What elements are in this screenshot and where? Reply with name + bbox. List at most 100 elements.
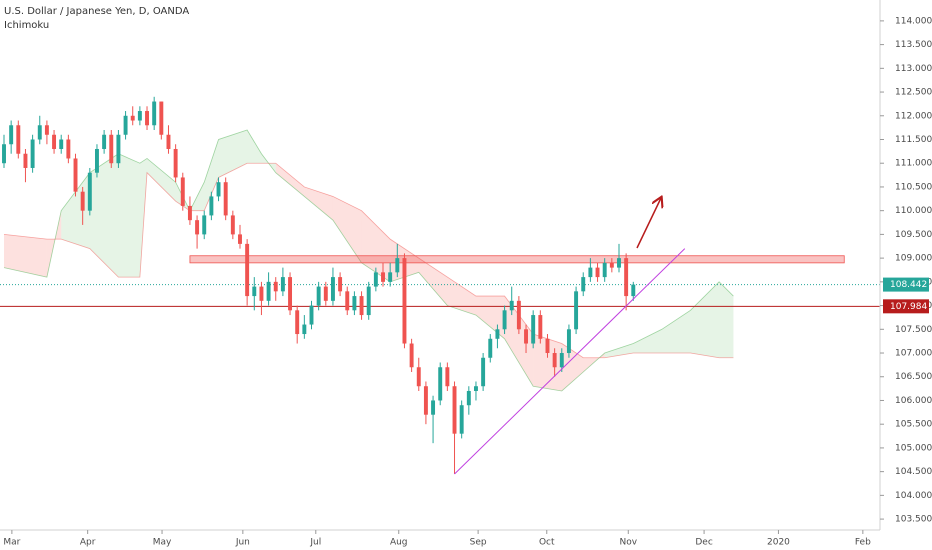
cloud-span: [3, 129, 734, 392]
y-tick-label: 107.000: [895, 349, 932, 359]
candle-body: [609, 262, 614, 268]
y-tick-label: 112.500: [895, 88, 932, 98]
cloud-fill: [504, 296, 534, 387]
y-tick-label: 109.000: [895, 254, 932, 264]
x-tick-label: Sep: [470, 538, 487, 548]
candle-body: [381, 272, 385, 282]
candle-body: [359, 296, 364, 316]
candle-body: [388, 272, 393, 282]
candle-body: [345, 291, 350, 311]
candle-body: [202, 215, 207, 235]
candle-body: [44, 125, 49, 135]
y-tick-label: 104.000: [895, 491, 932, 501]
cloud-fill: [147, 158, 176, 202]
candle-body: [195, 220, 200, 235]
candle-body: [302, 324, 307, 335]
y-tick-label: 109.500: [895, 230, 932, 240]
candle-body: [37, 125, 42, 140]
candle-body: [516, 300, 521, 330]
candle-body: [109, 134, 114, 164]
y-tick-label: 110.000: [895, 206, 932, 216]
candle-body: [73, 158, 78, 192]
candle-body: [245, 243, 250, 297]
cloud-fill: [118, 153, 140, 278]
x-tick-label: 2020: [767, 538, 790, 548]
candle-body: [559, 353, 564, 368]
y-tick-label: 110.500: [895, 182, 932, 192]
cloud-fill: [218, 130, 248, 178]
candle-body: [330, 277, 335, 301]
candle-body: [230, 215, 235, 235]
candle-body: [402, 258, 407, 344]
candle-body: [366, 286, 371, 316]
candle-body: [581, 277, 586, 292]
candle-body: [152, 101, 157, 126]
y-tick-label: 106.500: [895, 372, 932, 382]
candle-body: [488, 338, 493, 358]
candle-body: [66, 139, 71, 159]
candle-body: [409, 343, 414, 368]
candle-body: [137, 111, 142, 121]
x-tick-label: Mar: [3, 538, 20, 548]
cloud-fill: [633, 329, 662, 354]
cloud-fill: [89, 153, 119, 278]
candle-body: [52, 134, 57, 149]
y-tick-label: 107.500: [895, 325, 932, 335]
y-tick-label: 114.000: [895, 16, 932, 26]
candle-body: [159, 101, 164, 135]
y-tick-label: 105.000: [895, 443, 932, 453]
candle-body: [617, 258, 621, 268]
price-label-box: [883, 299, 929, 314]
candle-body: [145, 111, 149, 126]
candle-body: [102, 134, 107, 149]
x-tick-label: Aug: [390, 538, 408, 548]
candle-body: [545, 338, 550, 354]
candle-body: [502, 310, 507, 330]
candle-body: [23, 153, 28, 168]
price-label-box: [883, 277, 929, 292]
candle-body: [373, 272, 378, 287]
cloud-fill: [304, 186, 333, 221]
cloud-fill: [418, 258, 448, 306]
y-tick-label: 112.000: [895, 111, 932, 121]
arrow: [636, 198, 661, 249]
candle-body: [595, 267, 600, 278]
candle-body: [87, 172, 92, 211]
candle-body: [216, 182, 221, 197]
candle-body: [116, 134, 121, 164]
x-tick-label: Nov: [619, 538, 637, 548]
candle-body: [474, 386, 478, 391]
y-tick-label: 105.500: [895, 420, 932, 430]
candle-body: [602, 262, 607, 278]
candle-body: [80, 191, 85, 211]
candle-body: [288, 277, 293, 311]
cloud-fill: [275, 163, 305, 197]
candle-body: [552, 353, 557, 368]
x-tick-label: May: [153, 538, 172, 548]
candle-body: [566, 329, 571, 354]
candle-body: [209, 196, 214, 216]
candle-body: [509, 300, 514, 311]
candle-body: [259, 286, 264, 301]
price-label: 107.984: [890, 302, 927, 312]
candle-body: [574, 291, 579, 330]
candle-body: [187, 205, 192, 221]
candle-body: [252, 286, 257, 297]
resistance-zone: [189, 255, 845, 264]
candle-body: [59, 139, 64, 149]
candle-body: [273, 281, 278, 292]
candle-body: [624, 258, 629, 297]
candle-body: [95, 148, 99, 173]
y-tick-label: 106.000: [895, 396, 932, 406]
cloud-fill: [447, 277, 476, 316]
candle-body: [481, 357, 486, 387]
price-label: 108.442: [890, 280, 927, 290]
candle-body: [30, 139, 35, 168]
candle-body: [395, 258, 400, 273]
candle-body: [280, 277, 285, 292]
candle-body: [9, 125, 14, 145]
candle-body: [445, 367, 450, 387]
cloud-fill: [561, 343, 584, 391]
candle-body: [266, 281, 271, 301]
